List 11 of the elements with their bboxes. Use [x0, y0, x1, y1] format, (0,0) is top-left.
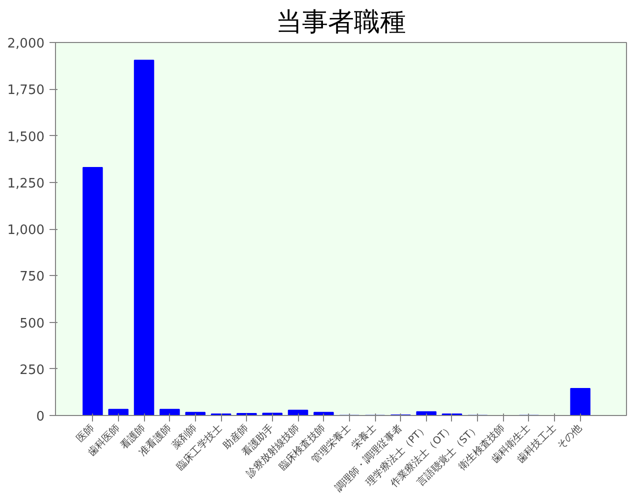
y-tick-label: 1,500 [7, 130, 44, 145]
y-tick-label: 500 [20, 316, 45, 332]
y-tick-label: 1,250 [7, 176, 44, 192]
y-tick-label: 2,000 [7, 36, 44, 52]
y-tick-label: 250 [20, 362, 45, 378]
y-tick-label: 1,750 [7, 83, 44, 98]
y-tick-label: 1,000 [7, 223, 44, 238]
y-tick-label: 0 [36, 410, 45, 424]
y-tick-label: 750 [20, 270, 45, 285]
x-tick-label: その他 [554, 422, 584, 452]
chart-title: 当事者職種 [276, 8, 406, 38]
